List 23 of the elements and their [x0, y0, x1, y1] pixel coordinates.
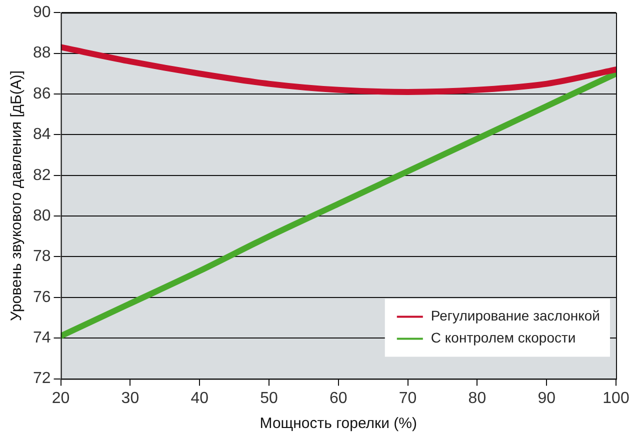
legend-label: С контролем скорости — [430, 330, 576, 346]
x-tick-label: 30 — [121, 390, 140, 407]
y-tick-label: 88 — [33, 44, 51, 62]
x-tick-label: 90 — [538, 390, 556, 407]
x-tick-label: 50 — [260, 390, 278, 407]
x-tick-label: 100 — [602, 390, 630, 407]
x-tick-label: 20 — [52, 390, 70, 407]
x-tick-label: 60 — [330, 390, 348, 407]
y-tick-label: 78 — [33, 248, 51, 266]
y-tick-label: 84 — [33, 126, 51, 144]
x-tick-label: 80 — [468, 390, 486, 407]
y-tick-label: 80 — [33, 207, 51, 224]
y-tick-label: 90 — [33, 4, 51, 22]
x-tick-label: 40 — [190, 390, 209, 407]
y-tick-label: 82 — [33, 166, 51, 184]
x-axis-title: Мощность горелки (%) — [260, 415, 417, 432]
y-tick-label: 76 — [33, 288, 51, 306]
legend-label: Регулирование заслонкой — [430, 308, 600, 324]
y-tick-label: 86 — [33, 85, 51, 102]
x-tick-label: 70 — [398, 390, 417, 407]
y-axis-title: Уровень звукового давления [дБ(А)] — [8, 70, 26, 321]
y-tick-label: 74 — [33, 330, 51, 347]
y-tick-label: 72 — [33, 370, 51, 388]
